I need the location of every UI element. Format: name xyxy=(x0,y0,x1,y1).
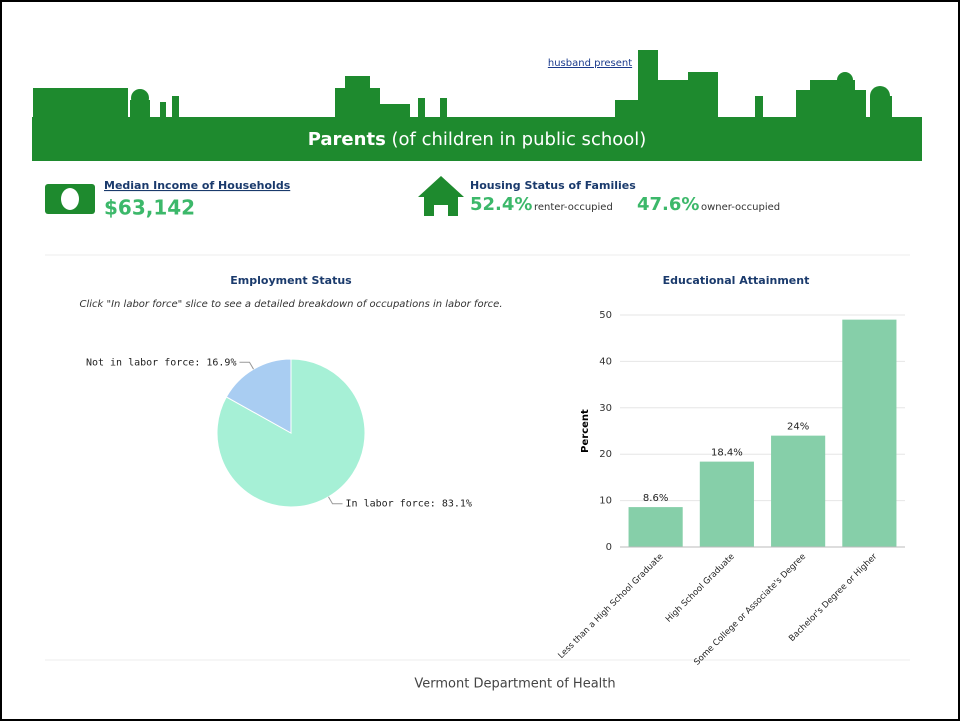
header-subtitle: (of children in public school) xyxy=(392,129,647,150)
money-icon-center xyxy=(61,188,79,210)
header-title: Parents xyxy=(308,129,386,150)
income-label[interactable]: Median Income of Households xyxy=(104,179,291,192)
renter-value: 52.4% xyxy=(470,194,532,215)
bar xyxy=(700,462,754,547)
value-label: 18.4% xyxy=(711,448,743,459)
header-heading: Parents (of children in public school) xyxy=(308,129,647,150)
y-tick-label: 10 xyxy=(599,496,612,507)
owner-label: owner-occupied xyxy=(701,202,780,213)
bar xyxy=(771,436,825,547)
y-tick-label: 0 xyxy=(606,542,612,553)
income-value: $63,142 xyxy=(104,196,195,220)
renter-label: renter-occupied xyxy=(534,202,613,213)
y-tick-label: 50 xyxy=(599,310,612,321)
chart-subtitle: Click "In labor force" slice to see a de… xyxy=(79,299,502,310)
dashboard: husband present Parents (of children in … xyxy=(0,0,960,721)
header-link[interactable]: husband present xyxy=(548,58,632,69)
value-label: 24% xyxy=(787,422,809,433)
footer: Vermont Department of Health xyxy=(414,677,615,692)
owner-value: 47.6% xyxy=(637,194,699,215)
y-tick-label: 30 xyxy=(599,403,612,414)
chart-title: Educational Attainment xyxy=(663,274,810,287)
y-axis-label: Percent xyxy=(580,409,591,453)
slice-label: Not in labor force: 16.9% xyxy=(86,357,237,368)
slice-label: In labor force: 83.1% xyxy=(346,499,472,510)
bar xyxy=(842,320,896,547)
y-tick-label: 20 xyxy=(599,449,612,460)
bar xyxy=(629,507,683,547)
value-label: 8.6% xyxy=(643,493,668,504)
page: husband present Parents (of children in … xyxy=(0,0,960,721)
chart-title: Employment Status xyxy=(230,274,352,287)
y-tick-label: 40 xyxy=(599,356,612,367)
housing-label: Housing Status of Families xyxy=(470,179,636,192)
